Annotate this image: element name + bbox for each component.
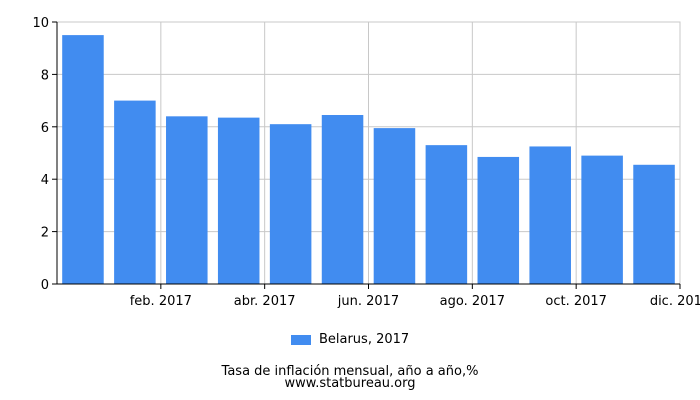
bar bbox=[529, 146, 571, 284]
y-tick-label: 6 bbox=[41, 121, 49, 136]
bar bbox=[425, 145, 468, 284]
y-axis-ticks: 0 2 4 6 8 10 bbox=[32, 16, 57, 293]
bar bbox=[477, 156, 520, 284]
x-tick-label: abr. 2017 bbox=[234, 294, 296, 309]
bar-chart: 0 2 4 6 8 10 feb. 2017 abr. 2017 jun. 2017 ago. … bbox=[32, 16, 700, 309]
x-axis-ticks: feb. 2017 abr. 2017 jun. 2017 ago. 2017 oct.… bbox=[130, 284, 700, 309]
y-tick-label: 0 bbox=[41, 278, 49, 293]
y-tick-label: 10 bbox=[32, 16, 49, 31]
bar bbox=[62, 35, 104, 284]
bar bbox=[373, 128, 416, 284]
legend: Belarus, 2017 bbox=[0, 332, 700, 347]
legend-swatch bbox=[290, 334, 311, 345]
bar bbox=[633, 164, 675, 284]
x-tick-label: ago. 2017 bbox=[440, 294, 505, 309]
y-tick-label: 2 bbox=[41, 226, 49, 241]
x-tick-label: jun. 2017 bbox=[337, 294, 399, 309]
y-tick-label: 4 bbox=[41, 173, 49, 188]
bar bbox=[321, 115, 364, 284]
x-tick-label: feb. 2017 bbox=[130, 294, 192, 309]
source-label: www.statbureau.org bbox=[284, 376, 416, 391]
bar bbox=[581, 155, 623, 284]
bar bbox=[217, 117, 260, 284]
x-tick-label: dic. 2017 bbox=[650, 294, 700, 309]
bar bbox=[114, 100, 156, 284]
bars bbox=[62, 35, 675, 285]
chart-title: Tasa de inflación mensual, año a año,% bbox=[221, 364, 479, 379]
bar bbox=[166, 116, 208, 284]
legend-label: Belarus, 2017 bbox=[318, 332, 410, 347]
x-tick-label: oct. 2017 bbox=[545, 294, 607, 309]
bar bbox=[269, 124, 312, 285]
y-tick-label: 8 bbox=[41, 68, 49, 83]
